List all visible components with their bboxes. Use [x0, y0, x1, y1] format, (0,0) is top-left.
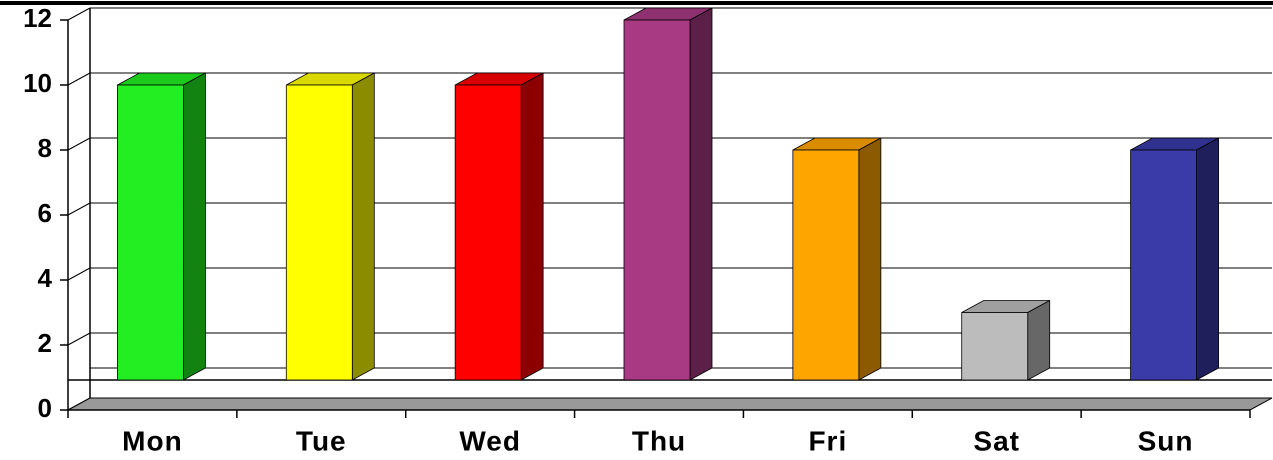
y-tick-label: 2 [38, 328, 52, 358]
grid-line [67, 7, 91, 21]
floor [67, 397, 1273, 411]
bar-top-shade [286, 73, 375, 85]
bar-top-shade [961, 300, 1050, 313]
bar-side-shade [1027, 300, 1050, 380]
grid-line [67, 332, 91, 346]
grid-line [67, 202, 91, 216]
y-tick-label: 12 [23, 3, 52, 33]
bar-side-shade [858, 138, 881, 380]
bar-side-shade [183, 73, 206, 380]
bar [623, 19, 691, 381]
grid-line [67, 137, 91, 151]
x-tick-label: Sun [1138, 425, 1194, 456]
y-tick-label: 10 [23, 68, 52, 98]
bar [285, 84, 353, 381]
x-tick-label: Sat [973, 425, 1020, 456]
bar-top-shade [624, 8, 712, 20]
y-tick-label: 6 [38, 198, 52, 228]
grid-line [67, 72, 91, 86]
bar [792, 149, 860, 381]
bar [1130, 149, 1197, 381]
bar-top-shade [455, 73, 544, 85]
bar [454, 84, 522, 381]
bar [961, 312, 1029, 381]
y-tick-label: 0 [38, 393, 52, 423]
y-tick-label: 8 [38, 133, 52, 163]
bar-side-shade [352, 73, 375, 380]
x-tick-label: Thu [632, 425, 686, 456]
x-tick-label: Mon [122, 425, 183, 456]
x-tick-label: Tue [296, 425, 347, 456]
bar-top-shade [117, 73, 206, 85]
x-tick-label: Fri [808, 425, 847, 456]
bar-side-shade [521, 73, 544, 380]
bar-top-shade [792, 138, 881, 150]
bar [117, 84, 184, 381]
bar-side-shade [1196, 138, 1219, 380]
grid-line [67, 267, 91, 281]
bar-top-shade [1130, 138, 1219, 150]
y-tick-label: 4 [38, 263, 53, 293]
bar-side-shade [690, 8, 712, 380]
x-tick-label: Wed [459, 425, 521, 456]
